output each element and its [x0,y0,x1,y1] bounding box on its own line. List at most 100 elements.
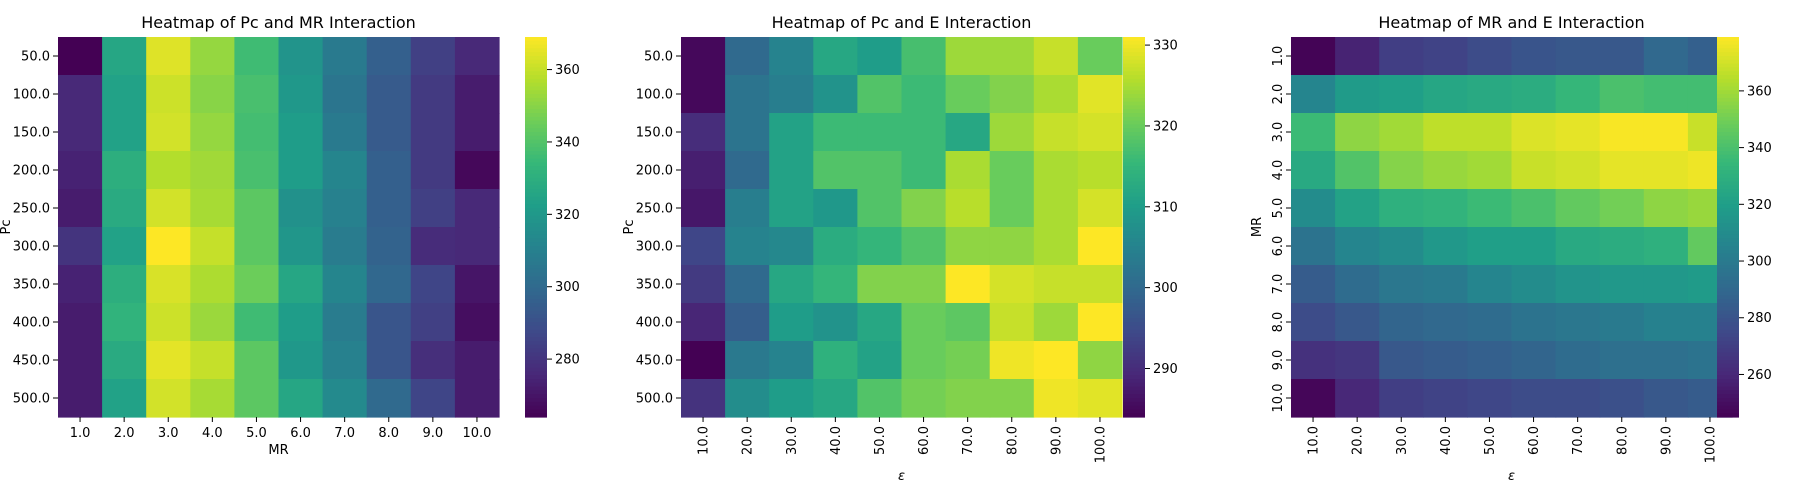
x-tick-label: 60.0 [917,426,932,455]
colorbar-segment [1717,40,1739,46]
colorbar-segment [525,333,547,338]
colorbar-segment [525,200,547,205]
colorbar-tick-label: 320 [1747,198,1772,213]
colorbar-segment [1123,405,1145,410]
heatmap-cell [681,341,726,380]
colorbar-tick-label: 280 [555,353,580,368]
colorbar-segment [1123,268,1145,274]
y-tick-label: 400.0 [13,316,50,331]
heatmap-cell [1599,227,1645,266]
colorbar-segment [1123,398,1145,403]
colorbar-tick-label: 360 [555,63,580,78]
heatmap-cell [813,75,858,114]
colorbar-segment [1717,124,1739,129]
heatmap-cell [769,341,814,380]
heatmap-cell [278,227,324,266]
heatmap-cell [1599,189,1645,228]
heatmap-cell [769,37,814,76]
heatmap-cell [1335,341,1380,380]
heatmap-cell [725,303,770,342]
heatmap-cell [234,341,280,380]
heatmap-cell [725,37,770,76]
colorbar-segment [525,344,547,350]
heatmap-cell [1555,341,1601,380]
colorbar-segment [1717,333,1739,338]
colorbar-segment [1717,151,1739,156]
heatmap-cell [813,189,858,228]
heatmap-cell [1077,379,1123,418]
colorbar-segment [525,299,547,304]
x-tick-label: 50.0 [1483,426,1498,455]
colorbar-segment [1717,97,1739,103]
heatmap-cell [146,379,191,418]
colorbar-segment [525,360,547,365]
heatmap-cell [190,341,235,380]
colorbar-segment [525,113,547,118]
colorbar-segment [1717,166,1739,171]
colorbar-segment [1123,208,1145,213]
colorbar-segment [525,162,547,167]
colorbar-segment [525,280,547,285]
heatmap-cell [454,303,500,342]
y-tick-label: 350.0 [636,278,673,293]
heatmap-cell [989,341,1035,380]
y-tick-label: 400.0 [636,316,673,331]
colorbar-segment [525,128,547,133]
colorbar-segment [1123,341,1145,346]
colorbar-segment [1123,44,1145,49]
colorbar-segment [1123,291,1145,296]
x-tick-label: 3.0 [158,426,179,441]
colorbar-tick-label: 300 [555,280,580,295]
heatmap-cell [1033,113,1079,152]
heatmap-cell [190,227,235,266]
colorbar-segment [1717,56,1739,61]
colorbar-segment [1123,337,1145,342]
colorbar-segment [1123,90,1145,95]
colorbar-segment [525,382,547,388]
y-tick-label: 450.0 [636,354,673,369]
colorbar-segment [1123,132,1145,137]
colorbar-segment [1123,246,1145,251]
colorbar-segment [1123,295,1145,300]
colorbar-segment [525,379,547,384]
colorbar-segment [1717,356,1739,361]
y-tick-label: 7.0 [1271,274,1286,295]
colorbar-segment [1717,394,1739,399]
colorbar-segment [525,390,547,395]
colorbar-segment [1717,128,1739,133]
heatmap-cell [58,303,103,342]
colorbar-segment [525,314,547,319]
heatmap-cell [725,265,770,304]
colorbar-segment [1123,413,1145,418]
heatmap-cell [681,113,726,152]
heatmap-cell [725,227,770,266]
y-tick-label: 5.0 [1271,198,1286,219]
heatmap-cell [102,189,147,228]
heatmap-cell [146,303,191,342]
colorbar-segment [525,322,547,327]
colorbar-segment [1717,192,1739,198]
heatmap-cell [1467,227,1513,266]
colorbar-segment [525,204,547,209]
colorbar-segment [525,101,547,106]
heatmap-cell [769,265,814,304]
heatmap-cell [1599,265,1645,304]
heatmap-cell [1467,379,1513,418]
heatmap-cell [102,265,147,304]
colorbar-segment [1717,287,1739,293]
heatmap-cell [278,75,324,114]
heatmap-cell [58,227,103,266]
colorbar-segment [1717,109,1739,114]
colorbar-segment [525,94,547,99]
heatmap-cell [1467,303,1513,342]
heatmap-cell [725,151,770,190]
colorbar-segment [1123,116,1145,122]
colorbar-segment [1717,177,1739,182]
heatmap-cell [1423,341,1468,380]
heatmap-cell [901,189,947,228]
colorbar-segment [1123,287,1145,293]
heatmap-cell [234,265,280,304]
colorbar-segment [525,405,547,410]
heatmap-cell [322,75,368,114]
colorbar-segment [525,242,547,247]
